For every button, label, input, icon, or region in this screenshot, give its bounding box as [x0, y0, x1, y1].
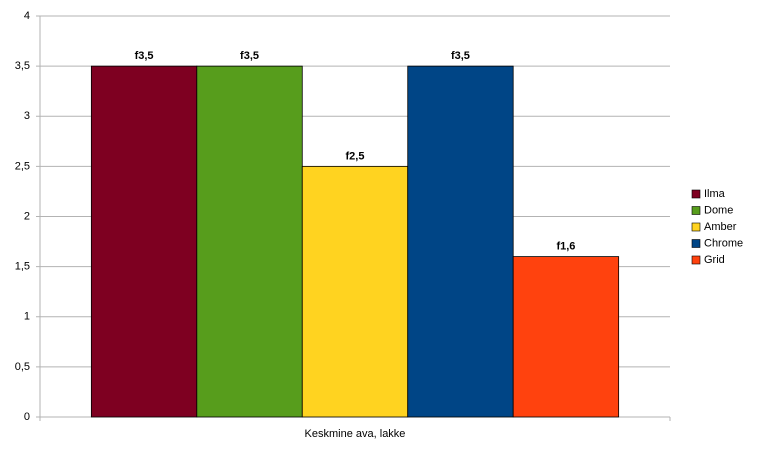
value-label: f1,6 [556, 241, 575, 253]
value-label: f3,5 [135, 50, 154, 62]
legend-label: Chrome [704, 237, 743, 249]
y-tick-label: 0,5 [15, 361, 30, 373]
y-tick-label: 1 [24, 311, 30, 323]
y-tick-label: 2,5 [15, 160, 30, 172]
y-tick-label: 4 [24, 10, 30, 22]
bar [196, 65, 303, 418]
y-tick-label: 0 [24, 411, 30, 423]
legend-label: Grid [704, 254, 725, 266]
bar [90, 65, 198, 418]
legend-swatch [691, 222, 701, 232]
value-label: f3,5 [240, 50, 259, 62]
legend-swatch [691, 239, 701, 248]
value-label: f3,5 [451, 50, 470, 62]
bar [512, 256, 620, 418]
legend-label: Dome [704, 204, 733, 216]
legend-label: Ilma [704, 188, 726, 200]
y-tick-label: 1,5 [15, 261, 30, 273]
legend-swatch [691, 255, 701, 265]
y-tick-label: 3,5 [15, 60, 30, 72]
x-tick-label: Keskmine ava, lakke [305, 428, 406, 440]
value-label: f2,5 [346, 150, 365, 162]
y-tick-label: 3 [24, 110, 30, 122]
y-tick-label: 2 [24, 210, 30, 222]
legend-swatch [691, 206, 701, 215]
bar [407, 65, 514, 418]
bar [301, 165, 409, 418]
legend-label: Amber [704, 221, 737, 233]
legend-swatch [691, 189, 701, 199]
